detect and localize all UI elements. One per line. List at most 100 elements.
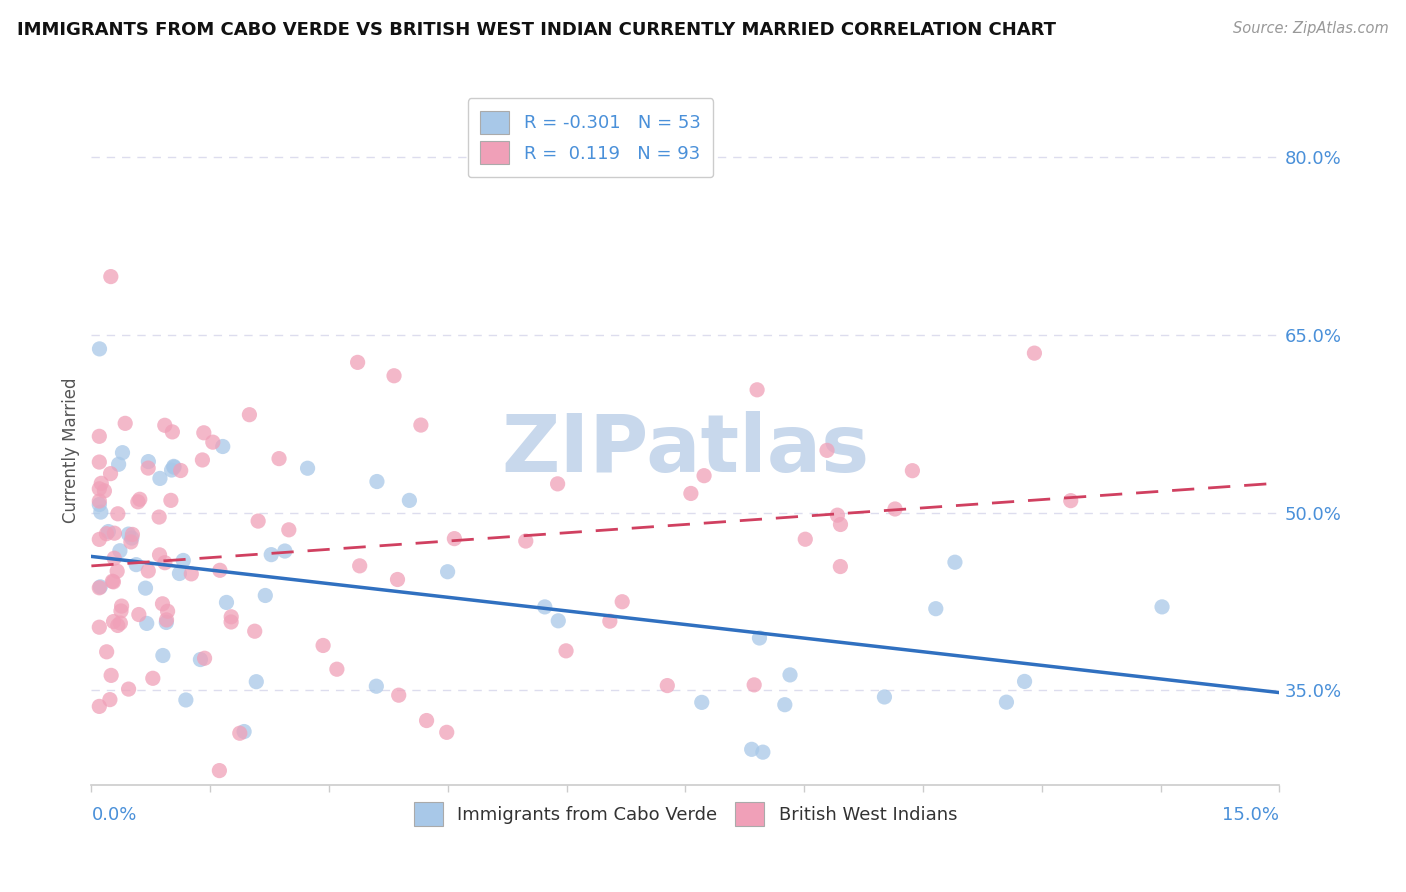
Point: [274, 544, 297, 558]
Point: [136, 564, 159, 578]
Point: [349, 558, 371, 573]
Point: [89, 342, 111, 356]
Point: [409, 418, 432, 433]
Point: [170, 464, 193, 478]
Point: [163, 459, 186, 474]
Point: [162, 425, 184, 439]
Point: [995, 695, 1018, 709]
Point: [103, 574, 125, 589]
Point: [105, 564, 128, 578]
Point: [103, 526, 125, 541]
Point: [117, 527, 139, 541]
Point: [794, 533, 817, 547]
Point: [97, 524, 120, 539]
Point: [277, 523, 299, 537]
Point: [515, 534, 537, 549]
Point: [388, 688, 411, 702]
Point: [101, 574, 124, 589]
Point: [100, 269, 122, 284]
Point: [107, 618, 129, 632]
Point: [208, 563, 231, 577]
Point: [153, 418, 176, 433]
Point: [93, 483, 115, 498]
Point: [174, 693, 197, 707]
Point: [748, 631, 770, 645]
Point: [134, 581, 156, 595]
Point: [89, 482, 111, 496]
Point: [901, 464, 924, 478]
Point: [96, 526, 118, 541]
Point: [201, 435, 224, 450]
Point: [267, 451, 290, 466]
Point: [745, 383, 768, 397]
Point: [193, 651, 215, 665]
Point: [142, 671, 165, 685]
Point: [260, 548, 283, 562]
Point: [599, 614, 621, 628]
Point: [190, 652, 212, 666]
Point: [1024, 346, 1046, 360]
Text: Source: ZipAtlas.com: Source: ZipAtlas.com: [1233, 21, 1389, 37]
Point: [254, 589, 277, 603]
Point: [704, 796, 727, 810]
Point: [398, 493, 420, 508]
Point: [110, 615, 132, 630]
Point: [741, 742, 763, 756]
Point: [89, 620, 111, 634]
Point: [152, 597, 174, 611]
Point: [387, 573, 409, 587]
Point: [163, 460, 186, 475]
Point: [156, 604, 179, 618]
Point: [160, 493, 183, 508]
Text: 0.0%: 0.0%: [91, 806, 136, 824]
Point: [215, 595, 238, 609]
Text: IMMIGRANTS FROM CABO VERDE VS BRITISH WEST INDIAN CURRENTLY MARRIED CORRELATION : IMMIGRANTS FROM CABO VERDE VS BRITISH WE…: [17, 21, 1056, 39]
Point: [208, 764, 231, 778]
Point: [127, 495, 149, 509]
Point: [108, 543, 131, 558]
Point: [89, 699, 111, 714]
Point: [752, 745, 775, 759]
Point: [153, 556, 176, 570]
Point: [110, 599, 132, 613]
Point: [136, 461, 159, 475]
Point: [657, 679, 679, 693]
Text: 15.0%: 15.0%: [1222, 806, 1279, 824]
Point: [443, 532, 465, 546]
Point: [89, 429, 111, 443]
Point: [89, 494, 111, 508]
Point: [830, 559, 852, 574]
Point: [873, 690, 896, 704]
Point: [382, 368, 405, 383]
Point: [193, 425, 215, 440]
Point: [135, 616, 157, 631]
Point: [172, 553, 194, 567]
Point: [346, 355, 368, 369]
Point: [117, 682, 139, 697]
Point: [90, 476, 112, 491]
Point: [815, 443, 838, 458]
Point: [366, 475, 388, 489]
Point: [103, 615, 125, 629]
Point: [245, 674, 267, 689]
Point: [90, 505, 112, 519]
Point: [100, 467, 122, 481]
Point: [91, 790, 114, 805]
Point: [243, 624, 266, 639]
Point: [148, 510, 170, 524]
Point: [827, 508, 849, 523]
Point: [884, 502, 907, 516]
Point: [169, 566, 191, 581]
Point: [96, 645, 118, 659]
Point: [555, 644, 578, 658]
Point: [100, 668, 122, 682]
Point: [138, 454, 160, 468]
Point: [247, 514, 270, 528]
Point: [1014, 674, 1036, 689]
Point: [89, 498, 111, 512]
Point: [326, 662, 349, 676]
Point: [693, 468, 716, 483]
Point: [107, 507, 129, 521]
Point: [415, 714, 437, 728]
Point: [1150, 599, 1173, 614]
